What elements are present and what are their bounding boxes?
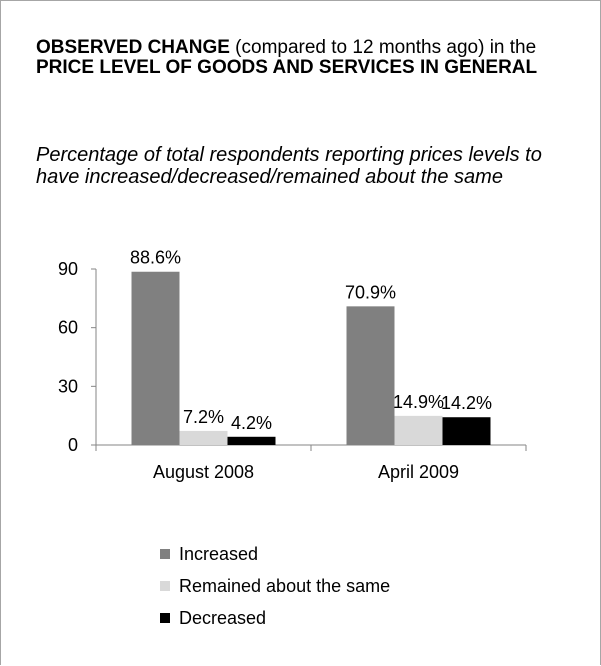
legend-label-decreased: Decreased [179,607,267,628]
legend-label-increased: Increased [179,543,259,564]
data-label: 14.9% [393,392,444,412]
y-tick-label: 60 [58,318,78,338]
legend-swatch-decreased [160,613,170,623]
data-label: 7.2% [183,407,224,427]
x-category-label: August 2008 [153,462,254,482]
bar-remained [179,430,228,445]
bar-increased [131,271,180,445]
bar-decreased [227,436,276,445]
legend-swatch-increased [160,549,170,559]
y-tick-label: 30 [58,376,78,396]
title-bold-price-level: PRICE LEVEL OF GOODS AND SERVICES IN GEN… [36,57,538,78]
chart-legend: Increased Remained about the same Decrea… [160,538,390,634]
data-label: 70.9% [345,282,396,302]
x-category-label: April 2009 [378,462,459,482]
y-tick-label: 0 [68,435,78,455]
legend-item-remained: Remained about the same [160,570,390,602]
legend-label-remained: Remained about the same [179,575,391,596]
title-bold-observed-change: OBSERVED CHANGE [36,37,230,58]
chart-title: OBSERVED CHANGE (compared to 12 months a… [36,38,576,78]
y-tick-label: 90 [58,259,78,279]
legend-item-increased: Increased [160,538,390,570]
chart-subtitle: Percentage of total respondents reportin… [36,144,542,188]
title-normal-text: (compared to 12 months ago) in the [229,37,537,58]
bar-decreased [442,417,491,445]
bar-increased [346,306,395,445]
data-label: 14.2% [441,393,492,413]
data-label: 88.6% [130,248,181,268]
data-label: 4.2% [231,413,272,433]
bar-remained [394,415,443,445]
legend-swatch-remained [160,581,170,591]
legend-item-decreased: Decreased [160,602,390,634]
